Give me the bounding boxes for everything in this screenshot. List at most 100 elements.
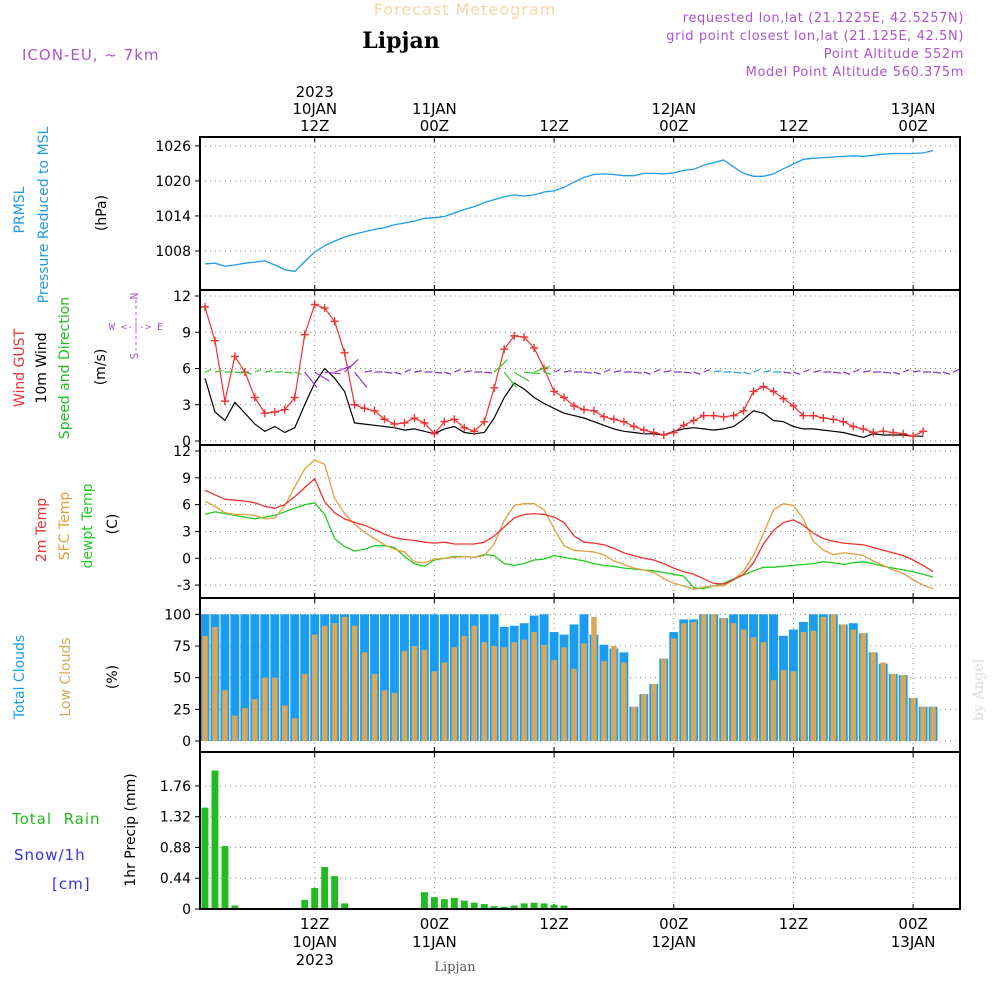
gust-marker (869, 428, 878, 437)
wind-direction-arrow (254, 369, 262, 373)
gust-marker (809, 411, 818, 420)
y-tick-label: -3 (177, 578, 191, 594)
wind-direction-arrow (593, 371, 601, 375)
wind-direction-arrow (693, 371, 701, 375)
gust-marker (719, 412, 728, 421)
series-dewpt-temp (204, 502, 934, 590)
panel-prmsl: 1008 1014 1020 1026 (155, 136, 961, 291)
wind-direction-arrow (683, 371, 692, 374)
precip-bar (201, 807, 209, 909)
low-clouds-bar (202, 635, 208, 741)
y-tick-label: 6 (182, 498, 191, 514)
wind-compass: N W <-|-> E S (109, 293, 163, 360)
low-clouds-bar (531, 632, 537, 741)
wind-direction-arrow (354, 371, 368, 388)
low-clouds-bar (421, 649, 428, 741)
panel-temperature: -3 0 3 6 9 12 (173, 444, 961, 599)
wind-direction-arrow (454, 369, 461, 373)
wind-direction-arrow (513, 371, 530, 382)
gust-marker (839, 417, 848, 426)
precip-bar (221, 846, 229, 909)
low-clouds-bar (481, 642, 488, 741)
wind-direction-arrow (603, 369, 611, 373)
gust-marker (370, 406, 379, 415)
bottom-time-label: 00Z (659, 915, 688, 933)
precip-bar (420, 892, 428, 909)
low-clouds-bar (272, 677, 278, 741)
location-title: Lipjan (362, 28, 439, 54)
wind-direction-arrow (434, 371, 443, 374)
point-altitude: Point Altitude 552m (824, 47, 964, 62)
gust-marker (430, 429, 439, 438)
low-clouds-bar (810, 630, 817, 741)
low-clouds-bar (301, 673, 308, 741)
bottom-time-label: 12Z (779, 915, 808, 933)
gust-marker (480, 417, 489, 426)
low-clouds-bar (521, 639, 527, 741)
low-clouds-bar (830, 614, 837, 741)
gust-marker (380, 415, 389, 424)
low-clouds-bar (820, 616, 827, 741)
wind-direction-arrow (334, 365, 351, 373)
wind-direction-arrow (484, 371, 493, 374)
snow-unit-label: [cm] (52, 875, 91, 893)
bottom-time-label: 10JAN (292, 933, 337, 951)
low-clouds-label: Low Clouds (58, 637, 74, 716)
wind-direction-arrow (663, 370, 672, 373)
y-tick-label: 6 (182, 362, 191, 378)
bottom-time-label: 2023 (296, 951, 334, 969)
low-clouds-bar (611, 646, 617, 741)
wind-direction-arrow (843, 371, 851, 375)
series-sfc-temp (204, 459, 934, 591)
top-time-label: 00Z (659, 117, 688, 135)
top-time-label: 10JAN (292, 100, 337, 118)
y-tick-label: 1020 (155, 174, 191, 190)
gust-marker (270, 408, 279, 416)
low-clouds-bar (651, 684, 657, 741)
low-clouds-bar (491, 646, 497, 741)
wind-direction-arrow (503, 371, 517, 388)
low-clouds-bar (920, 706, 926, 741)
gust-marker (330, 317, 339, 326)
low-clouds-bar (511, 642, 517, 741)
gust-marker (699, 411, 708, 420)
wind-direction-arrow (932, 371, 941, 374)
gust-marker (310, 300, 319, 309)
wind-direction-arrow (883, 371, 892, 374)
low-clouds-bar (222, 690, 228, 741)
gust-marker (570, 401, 579, 410)
wind-direction-arrow (563, 370, 572, 373)
gust-marker (360, 404, 369, 413)
wind-direction-arrow (414, 370, 422, 373)
gust-marker (520, 333, 529, 342)
low-clouds-bar (561, 647, 567, 741)
wind-direction-arrow (444, 371, 452, 375)
series-wind-gust (204, 303, 924, 437)
precip-bar (301, 899, 309, 909)
y-tick-label: 0 (182, 434, 191, 450)
bottom-time-label: 12Z (300, 915, 329, 933)
low-clouds-bar (361, 652, 368, 741)
precip-bar (460, 900, 468, 909)
gust-marker (530, 343, 539, 352)
temp-unit: (C) (105, 514, 121, 535)
precip-bar (341, 903, 349, 909)
wind-direction-arrow (384, 371, 393, 374)
bottom-time-label: 12Z (539, 915, 568, 933)
precip-bar (530, 902, 538, 909)
precip-bar (331, 876, 339, 909)
panel-wind: 0 3 6 9 12 (173, 289, 961, 450)
gust-label: Wind GUST (12, 328, 28, 407)
wind-direction-arrow (493, 358, 509, 373)
wind-direction-arrow (653, 369, 661, 373)
dewpt-label: dewpt Temp (80, 483, 96, 568)
gust-marker (729, 411, 738, 420)
series-prmsl (204, 149, 934, 273)
gust-marker (739, 406, 748, 415)
y-tick-label: 50 (173, 671, 191, 687)
wind-direction-arrow (813, 370, 821, 373)
gust-marker (490, 383, 499, 392)
bottom-time-label: 12JAN (651, 933, 696, 951)
low-clouds-bar (780, 670, 787, 741)
